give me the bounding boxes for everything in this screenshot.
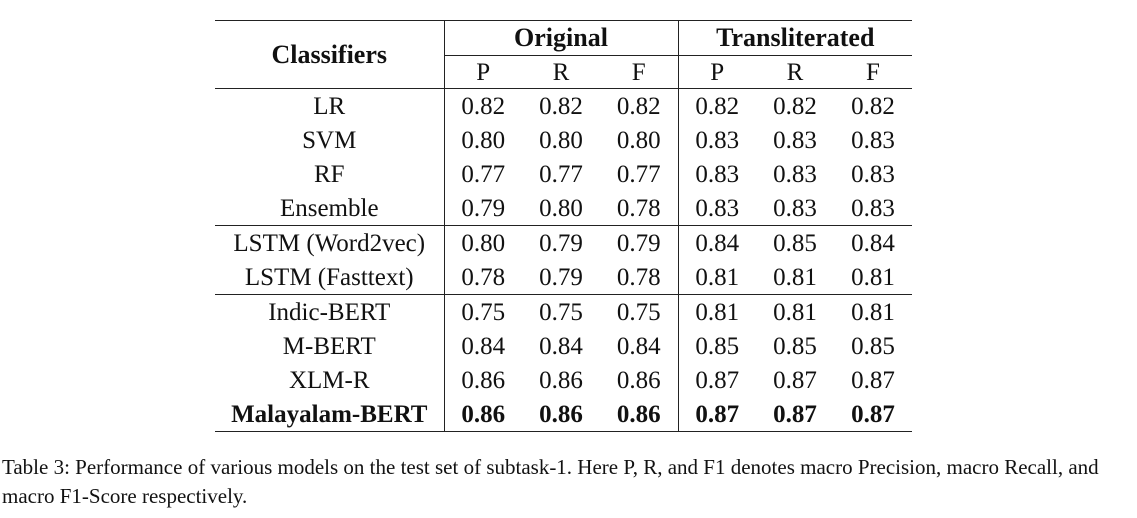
score-cell: 0.86 — [616, 366, 661, 394]
score-cell: 0.85 — [677, 329, 756, 363]
score-cell: 0.77 — [616, 160, 661, 188]
table-row: LSTM (Word2vec) 0.80 0.79 0.79 0.84 0.85 0.84 — [215, 225, 912, 260]
model-name-cell: LR — [313, 92, 346, 120]
score-cell: 0.85 — [756, 225, 834, 260]
table-body: LR 0.82 0.82 0.82 0.82 0.82 0.82 SVM 0.80 0.80 0.8… — [215, 88, 912, 432]
score-cell: 0.83 — [677, 157, 756, 191]
table-caption: Table 3: Performance of various models o… — [2, 455, 1099, 508]
metric-header-original-p: P — [443, 55, 522, 89]
score-cell: 0.80 — [616, 126, 661, 154]
score-cell: 0.84 — [616, 332, 661, 360]
score-cell: 0.87 — [834, 397, 912, 432]
score-cell: 0.86 — [600, 397, 678, 432]
score-cell: 0.81 — [773, 263, 817, 291]
table-row: LSTM (Fasttext) 0.78 0.79 0.78 0.81 0.81 0.81 — [215, 260, 912, 295]
model-name-cell: LSTM (Fasttext) — [244, 263, 414, 291]
score-cell: 0.83 — [773, 194, 817, 222]
score-cell: 0.85 — [851, 332, 895, 360]
score-cell: 0.79 — [443, 191, 522, 226]
score-cell: 0.78 — [443, 260, 522, 295]
score-cell: 0.84 — [677, 225, 756, 260]
metric-header-original-f: F — [600, 55, 678, 89]
score-cell: 0.83 — [677, 123, 756, 157]
score-cell: 0.87 — [773, 366, 817, 394]
score-cell: 0.81 — [834, 294, 912, 329]
model-name-cell: LSTM (Word2vec) — [215, 225, 444, 260]
score-cell: 0.81 — [756, 294, 834, 329]
score-cell: 0.80 — [443, 123, 522, 157]
score-cell: 0.86 — [522, 397, 600, 432]
model-name-cell: M-BERT — [282, 332, 376, 360]
score-cell: 0.81 — [851, 263, 895, 291]
score-cell: 0.83 — [773, 160, 817, 188]
score-cell: 0.81 — [677, 260, 756, 295]
model-name-cell: SVM — [302, 126, 357, 154]
score-cell: 0.87 — [756, 397, 834, 432]
score-cell: 0.77 — [443, 157, 522, 191]
table-row: SVM 0.80 0.80 0.80 0.83 0.83 0.83 — [215, 123, 912, 157]
score-cell: 0.85 — [773, 332, 817, 360]
score-cell: 0.84 — [834, 225, 912, 260]
metric-header-transliterated-r: R — [756, 55, 834, 89]
score-cell: 0.77 — [539, 160, 583, 188]
model-name-cell: Malayalam-BERT — [215, 397, 444, 432]
score-cell: 0.75 — [600, 294, 678, 329]
score-cell: 0.86 — [539, 366, 583, 394]
model-name-cell: Ensemble — [279, 194, 379, 222]
score-cell: 0.78 — [616, 194, 661, 222]
table-row: XLM-R 0.86 0.86 0.86 0.87 0.87 0.87 — [215, 363, 912, 397]
table-row: Ensemble 0.79 0.80 0.78 0.83 0.83 0.83 — [215, 191, 912, 226]
score-cell: 0.86 — [443, 397, 522, 432]
metric-header-transliterated-f: F — [834, 55, 912, 89]
metric-header-transliterated-p: P — [677, 55, 756, 89]
score-cell: 0.83 — [851, 194, 895, 222]
group-header-original: Original — [443, 20, 678, 56]
table-row: Malayalam-BERT 0.86 0.86 0.86 0.87 0.87 0.87 — [215, 397, 912, 432]
score-cell: 0.82 — [851, 92, 895, 120]
score-cell: 0.82 — [677, 88, 756, 123]
score-cell: 0.82 — [443, 88, 522, 123]
group-header-transliterated: Transliterated — [677, 20, 912, 56]
score-cell: 0.83 — [851, 126, 895, 154]
score-cell: 0.87 — [851, 366, 895, 394]
score-cell: 0.75 — [443, 294, 522, 329]
score-cell: 0.75 — [522, 294, 600, 329]
table-row: M-BERT 0.84 0.84 0.84 0.85 0.85 0.85 — [215, 329, 912, 363]
score-cell: 0.83 — [773, 126, 817, 154]
score-cell: 0.86 — [443, 363, 522, 397]
score-cell: 0.78 — [616, 263, 661, 291]
score-cell: 0.80 — [443, 225, 522, 260]
score-cell: 0.82 — [773, 92, 817, 120]
score-cell: 0.84 — [539, 332, 583, 360]
score-cell: 0.80 — [539, 194, 583, 222]
score-cell: 0.82 — [539, 92, 583, 120]
score-cell: 0.79 — [539, 263, 583, 291]
score-cell: 0.83 — [851, 160, 895, 188]
score-cell: 0.82 — [616, 92, 661, 120]
table-row: Indic-BERT 0.75 0.75 0.75 0.81 0.81 0.81 — [215, 294, 912, 329]
score-cell: 0.80 — [539, 126, 583, 154]
score-cell: 0.87 — [677, 363, 756, 397]
table-row: RF 0.77 0.77 0.77 0.83 0.83 0.83 — [215, 157, 912, 191]
metric-header-original-r: R — [522, 55, 600, 89]
table-row: LR 0.82 0.82 0.82 0.82 0.82 0.82 — [215, 88, 912, 123]
classifiers-header: Classifiers — [215, 20, 444, 89]
score-cell: 0.87 — [677, 397, 756, 432]
score-cell: 0.79 — [522, 225, 600, 260]
score-cell: 0.84 — [443, 329, 522, 363]
score-cell: 0.79 — [600, 225, 678, 260]
results-table: Classifiers Original Transliterated P R … — [215, 20, 912, 432]
model-name-cell: XLM-R — [288, 366, 370, 394]
model-name-cell: Indic-BERT — [215, 294, 444, 329]
model-name-cell: RF — [313, 160, 345, 188]
score-cell: 0.83 — [677, 191, 756, 226]
score-cell: 0.81 — [677, 294, 756, 329]
